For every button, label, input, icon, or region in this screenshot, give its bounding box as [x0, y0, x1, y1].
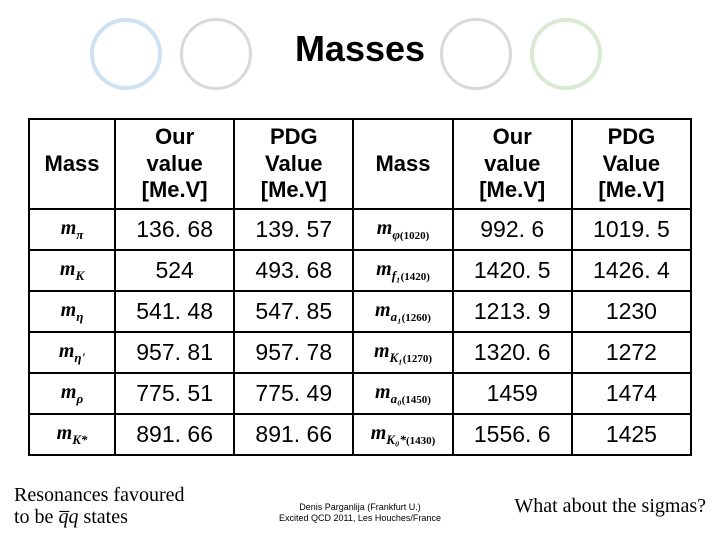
mass-symbol-cell: mη': [29, 332, 115, 373]
mass-value-cell: 1425: [572, 414, 691, 455]
mass-symbol-cell: mK₀*(1430): [353, 414, 452, 455]
mass-symbol-cell: mη: [29, 291, 115, 332]
mass-symbol-cell: mK₁(1270): [353, 332, 452, 373]
masses-table: MassOurvalue[Me.V]PDGValue[Me.V]MassOurv…: [28, 118, 692, 456]
table-header: Mass: [29, 119, 115, 209]
mass-value-cell: 1230: [572, 291, 691, 332]
mass-value-cell: 775. 49: [234, 373, 353, 414]
mass-value-cell: 957. 78: [234, 332, 353, 373]
mass-value-cell: 891. 66: [115, 414, 234, 455]
mass-value-cell: 1213. 9: [453, 291, 572, 332]
mass-symbol-cell: mK: [29, 250, 115, 291]
mass-symbol-cell: mρ: [29, 373, 115, 414]
masses-table-wrap: MassOurvalue[Me.V]PDGValue[Me.V]MassOurv…: [28, 118, 692, 456]
mass-symbol-cell: mK*: [29, 414, 115, 455]
mass-value-cell: 992. 6: [453, 209, 572, 250]
table-header: Ourvalue[Me.V]: [453, 119, 572, 209]
table-header: PDGValue[Me.V]: [234, 119, 353, 209]
table-header: PDGValue[Me.V]: [572, 119, 691, 209]
footer-center-line2: Excited QCD 2011, Les Houches/France: [279, 513, 441, 523]
mass-value-cell: 891. 66: [234, 414, 353, 455]
mass-value-cell: 957. 81: [115, 332, 234, 373]
mass-value-cell: 1019. 5: [572, 209, 691, 250]
mass-value-cell: 139. 57: [234, 209, 353, 250]
mass-value-cell: 493. 68: [234, 250, 353, 291]
mass-value-cell: 1272: [572, 332, 691, 373]
mass-value-cell: 136. 68: [115, 209, 234, 250]
mass-value-cell: 1556. 6: [453, 414, 572, 455]
mass-value-cell: 547. 85: [234, 291, 353, 332]
mass-value-cell: 1320. 6: [453, 332, 572, 373]
mass-value-cell: 1426. 4: [572, 250, 691, 291]
footer-right: What about the sigmas?: [514, 495, 706, 518]
mass-symbol-cell: ma₁(1260): [353, 291, 452, 332]
table-header: Ourvalue[Me.V]: [115, 119, 234, 209]
mass-value-cell: 1474: [572, 373, 691, 414]
mass-symbol-cell: mφ(1020): [353, 209, 452, 250]
footer-center-line1: Denis Parganlija (Frankfurt U.): [299, 502, 421, 512]
table-header: Mass: [353, 119, 452, 209]
mass-symbol-cell: ma₀(1450): [353, 373, 452, 414]
mass-value-cell: 1459: [453, 373, 572, 414]
page-title: Masses: [0, 28, 720, 70]
mass-symbol-cell: mf₁(1420): [353, 250, 452, 291]
mass-value-cell: 541. 48: [115, 291, 234, 332]
mass-symbol-cell: mπ: [29, 209, 115, 250]
mass-value-cell: 1420. 5: [453, 250, 572, 291]
mass-value-cell: 524: [115, 250, 234, 291]
mass-value-cell: 775. 51: [115, 373, 234, 414]
